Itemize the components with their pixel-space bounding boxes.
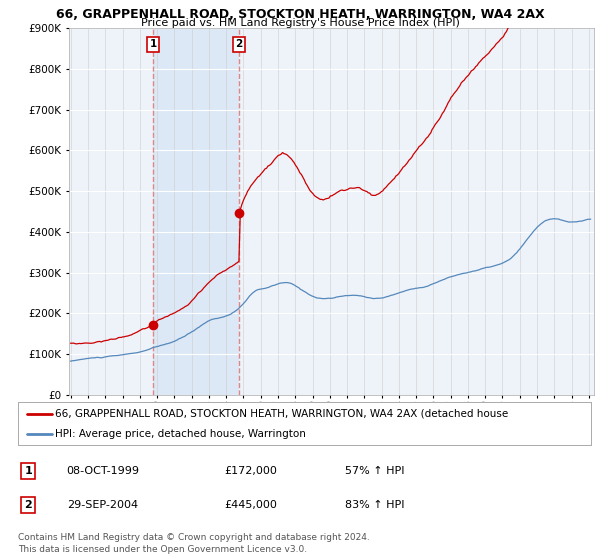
Text: 2: 2 bbox=[235, 39, 242, 49]
Text: £445,000: £445,000 bbox=[224, 500, 277, 510]
Text: 1: 1 bbox=[25, 466, 32, 476]
Bar bbox=[153, 28, 239, 395]
Text: 2: 2 bbox=[25, 500, 32, 510]
Text: 66, GRAPPENHALL ROAD, STOCKTON HEATH, WARRINGTON, WA4 2AX (detached house: 66, GRAPPENHALL ROAD, STOCKTON HEATH, WA… bbox=[55, 409, 508, 419]
Text: 1: 1 bbox=[149, 39, 157, 49]
Text: 08-OCT-1999: 08-OCT-1999 bbox=[67, 466, 140, 476]
Text: HPI: Average price, detached house, Warrington: HPI: Average price, detached house, Warr… bbox=[55, 428, 306, 438]
Text: Price paid vs. HM Land Registry's House Price Index (HPI): Price paid vs. HM Land Registry's House … bbox=[140, 18, 460, 29]
Text: 57% ↑ HPI: 57% ↑ HPI bbox=[344, 466, 404, 476]
Text: 29-SEP-2004: 29-SEP-2004 bbox=[67, 500, 138, 510]
Text: 83% ↑ HPI: 83% ↑ HPI bbox=[344, 500, 404, 510]
Text: £172,000: £172,000 bbox=[224, 466, 277, 476]
Text: Contains HM Land Registry data © Crown copyright and database right 2024.
This d: Contains HM Land Registry data © Crown c… bbox=[18, 533, 370, 554]
Text: 66, GRAPPENHALL ROAD, STOCKTON HEATH, WARRINGTON, WA4 2AX: 66, GRAPPENHALL ROAD, STOCKTON HEATH, WA… bbox=[56, 8, 544, 21]
